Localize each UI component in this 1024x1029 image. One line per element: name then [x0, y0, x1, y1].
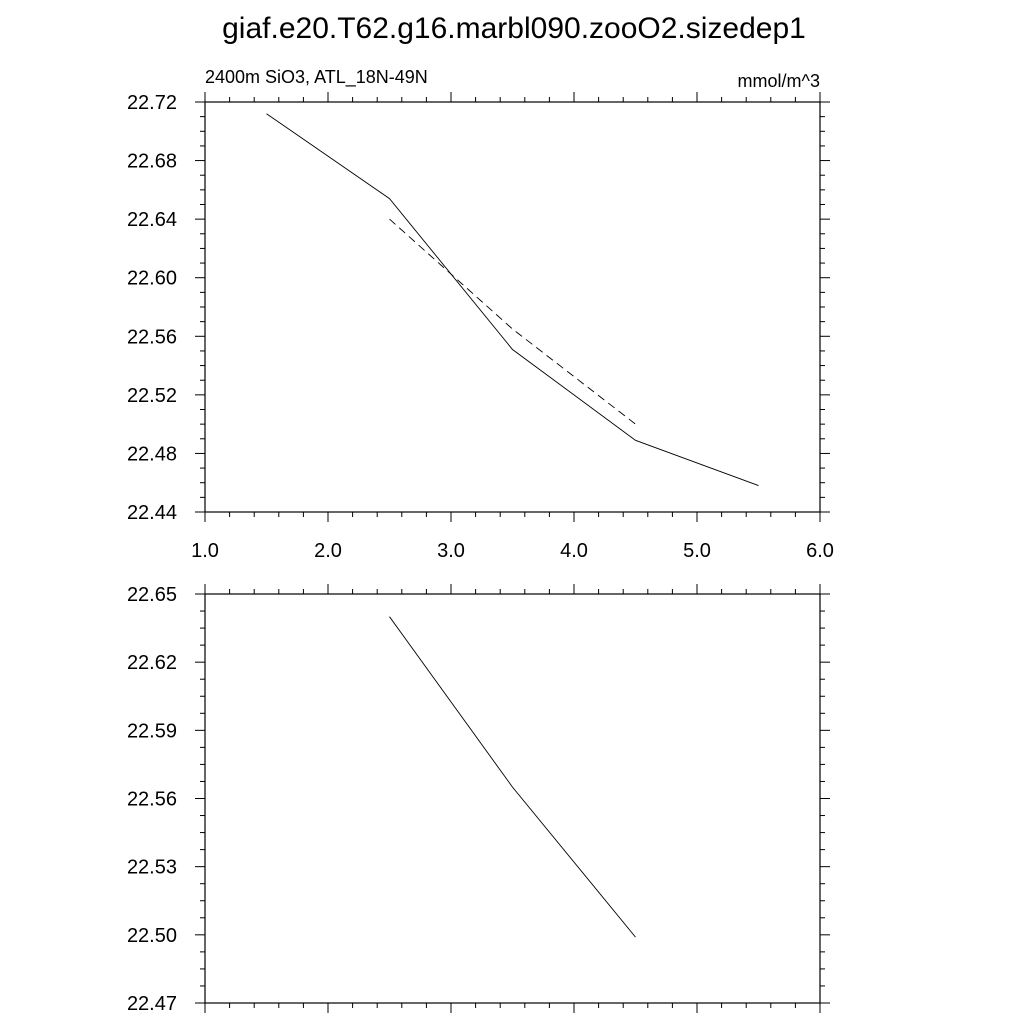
- y-tick-label: 22.56: [127, 326, 177, 348]
- y-tick-label: 22.68: [127, 151, 177, 173]
- plot-frame: [204, 101, 821, 513]
- x-tick-label: 1.0: [191, 540, 219, 562]
- series-line-solid: [389, 616, 636, 938]
- y-tick-label: 22.44: [127, 502, 177, 524]
- y-tick-label: 22.59: [127, 720, 177, 742]
- y-tick-label: 22.65: [127, 584, 177, 606]
- y-tick-label: 22.64: [127, 209, 177, 231]
- bottom-panel: 22.65 22.62 22.59 22.56 22.53 22.50 22.47: [127, 584, 830, 1015]
- y-tick-label: 22.53: [127, 857, 177, 879]
- plot-frame: [204, 593, 821, 1004]
- x-tick-label: 2.0: [314, 540, 342, 562]
- y-tick-label: 22.60: [127, 268, 177, 290]
- y-tick-label: 22.56: [127, 789, 177, 811]
- x-tick-label: 6.0: [806, 540, 834, 562]
- units-label: mmol/m^3: [738, 71, 820, 91]
- series-line-dashed: [389, 218, 636, 425]
- y-tick-label: 22.48: [127, 443, 177, 465]
- x-tick-label: 3.0: [437, 540, 465, 562]
- y-tick-label: 22.50: [127, 925, 177, 947]
- x-tick-label: 4.0: [560, 540, 588, 562]
- subtitle-left: 2400m SiO3, ATL_18N-49N: [205, 67, 428, 88]
- top-panel: 2400m SiO3, ATL_18N-49N mmol/m^3 1.0 2.0 3.0…: [127, 67, 834, 562]
- y-tick-label: 22.47: [127, 993, 177, 1015]
- x-tick-label: 5.0: [683, 540, 711, 562]
- y-tick-label: 22.62: [127, 652, 177, 674]
- y-tick-label: 22.72: [127, 92, 177, 114]
- series-line-solid: [266, 113, 759, 487]
- chart-title: giaf.e20.T62.g16.marbl090.zooO2.sizedep1: [222, 12, 806, 45]
- y-tick-label: 22.52: [127, 385, 177, 407]
